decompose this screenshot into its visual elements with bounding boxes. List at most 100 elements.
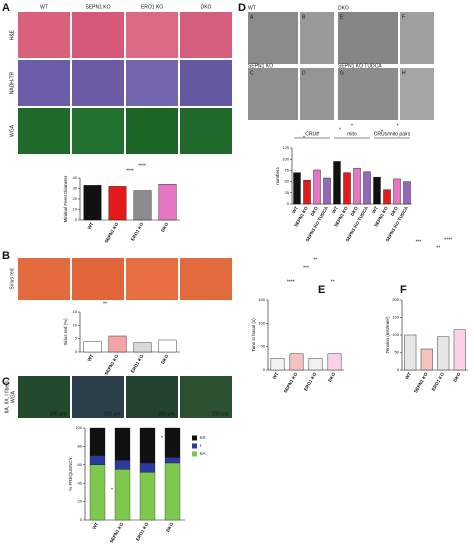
group-label: CRUs [305, 131, 319, 137]
x-tick-label: ERO1 KO [303, 371, 318, 391]
significance: * [381, 129, 383, 135]
bar [383, 189, 391, 205]
row-label: IIA, IIX, I fibers [4, 380, 10, 413]
significance: ** [436, 245, 440, 251]
nadh-row [18, 60, 232, 106]
em-images [248, 12, 434, 120]
legend-swatch [192, 451, 197, 457]
bar [363, 171, 371, 205]
bar [133, 342, 152, 353]
y-tick-label: 50 [261, 344, 266, 349]
bar [289, 353, 304, 371]
y-axis-label: Minimal Feret Diameter [63, 175, 68, 222]
x-tick-label: WT [331, 205, 339, 214]
bar [437, 336, 450, 371]
image-label: SEPN1 KO TUDCA [338, 63, 382, 69]
significance: * [303, 135, 305, 141]
scale-bar: 100 μm [158, 411, 175, 417]
x-tick-label: ERO1 KO [130, 353, 145, 373]
legend-swatch [192, 435, 197, 441]
bar-segment [89, 455, 106, 465]
bar [108, 335, 127, 353]
y-axis-label: numbers [275, 167, 280, 185]
bar-segment [139, 462, 156, 473]
y-tick-label: 40 [78, 480, 83, 485]
panel-label: E [318, 284, 325, 296]
bar-segment [164, 427, 181, 458]
significance: **** [126, 168, 134, 174]
bar-segment [114, 427, 131, 461]
image-letter: B [302, 14, 306, 20]
y-tick-label: 20 [73, 196, 78, 201]
y-tick-label: 75 [285, 167, 290, 172]
bar-segment [89, 464, 106, 521]
bar [373, 176, 381, 205]
x-tick-label: WT [92, 521, 100, 530]
image-label: WT [248, 5, 256, 11]
y-tick-label: 100 [392, 332, 399, 337]
x-tick-label: DKO [452, 371, 462, 383]
x-tick-label: ERO1 KO [130, 221, 145, 241]
bar [308, 358, 323, 371]
x-tick-label: SEPN1 KO [104, 353, 120, 376]
x-tick-label: SEPN1 KO [109, 521, 125, 544]
x-tick-label: ERO1 KO [135, 521, 150, 541]
y-axis-label: % FREQUENCY [68, 457, 73, 491]
significance: * [161, 435, 163, 441]
significance: **** [444, 237, 452, 243]
image-letter: D [302, 70, 306, 76]
y-axis-label: Sirius red (%) [63, 318, 68, 346]
x-tick-label: WT [87, 221, 95, 230]
y-tick-label: 0 [75, 349, 78, 354]
bar-segment [114, 469, 131, 521]
significance: * [351, 123, 353, 129]
y-tick-label: 100 [258, 320, 265, 325]
y-tick-label: 150 [258, 297, 265, 302]
row-label: WGA [9, 124, 15, 137]
bar [133, 190, 152, 221]
image-letter: H [402, 70, 406, 76]
x-tick-label: SEPN1 KO [413, 371, 429, 394]
significance: **** [287, 279, 295, 285]
y-tick-label: 5 [75, 336, 78, 341]
x-tick-label: DKO [160, 221, 170, 233]
y-tick-label: 100 [282, 156, 289, 161]
bar [404, 334, 417, 371]
bar [83, 341, 102, 353]
he-row [18, 12, 232, 58]
y-tick-label: 0 [75, 217, 78, 222]
bar [403, 181, 411, 205]
x-tick-label: DKO [327, 371, 337, 383]
bar [327, 353, 342, 371]
bar [158, 184, 177, 221]
row-label: Sirius red [9, 268, 15, 289]
bar [323, 177, 331, 205]
image-letter: E [340, 14, 344, 20]
y-tick-label: 0 [397, 367, 400, 372]
significance: **** [138, 163, 146, 169]
fiber-row [18, 376, 232, 418]
x-tick-label: WT [404, 371, 412, 380]
significance: * [317, 131, 319, 137]
y-tick-label: 100 [75, 425, 82, 430]
image-letter: F [402, 14, 405, 20]
bar-segment [139, 427, 156, 464]
y-tick-label: 10 [73, 207, 78, 212]
y-tick-label: 25 [285, 190, 290, 195]
y-tick-label: 200 [392, 297, 399, 302]
x-tick-label: DKO [350, 205, 360, 217]
group-label: CRUs/mito pairs [374, 131, 411, 137]
y-axis-label: Tension (mN/mm²) [385, 316, 390, 354]
col-label: ERO1 KO [141, 4, 163, 10]
y-tick-label: 50 [395, 350, 400, 355]
x-tick-label: SEPN1 KO [104, 221, 120, 244]
y-tick-label: 30 [73, 186, 78, 191]
y-tick-label: 150 [392, 315, 399, 320]
significance: * [397, 123, 399, 129]
bar-segment [89, 427, 106, 456]
panel-label: B [2, 250, 10, 262]
x-tick-label: WT [87, 353, 95, 362]
bar [333, 161, 341, 205]
significance: * [111, 487, 113, 493]
